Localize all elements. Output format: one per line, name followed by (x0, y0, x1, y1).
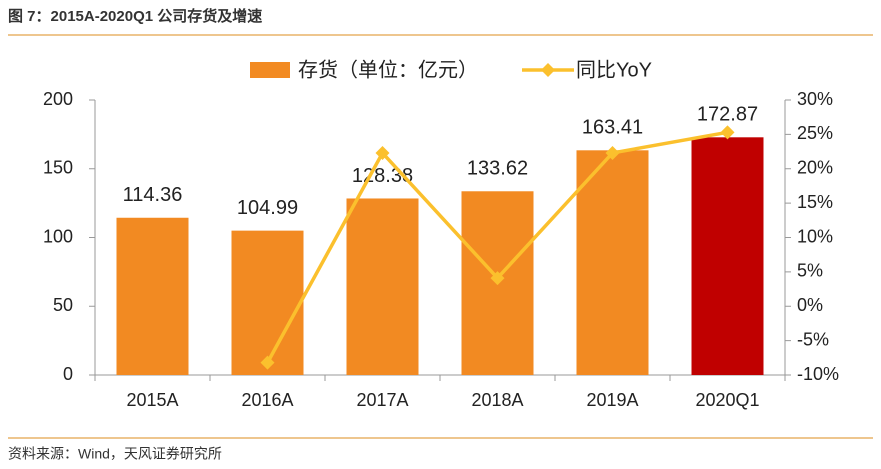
data-label: 172.87 (697, 104, 758, 126)
marker (490, 271, 505, 286)
y-tick-label: 100 (43, 226, 73, 246)
y2-tick-label: -5% (797, 329, 829, 349)
bar (576, 150, 649, 375)
x-tick-label: 2015A (126, 390, 178, 410)
bar (116, 217, 189, 375)
bar (346, 198, 419, 375)
y2-tick-label: -10% (797, 364, 839, 384)
x-tick-label: 2016A (241, 390, 293, 410)
y2-tick-label: 15% (797, 192, 833, 212)
marker (375, 145, 390, 160)
legend-label: 存货（单位：亿元） (298, 58, 478, 81)
y-tick-label: 200 (43, 89, 73, 109)
y2-tick-label: 25% (797, 123, 833, 143)
data-label: 104.99 (237, 197, 298, 219)
y2-tick-label: 0% (797, 295, 823, 315)
legend-swatch (250, 62, 290, 78)
bar (691, 137, 764, 375)
x-tick-label: 2017A (356, 390, 408, 410)
y-tick-label: 0 (63, 364, 73, 384)
data-label: 133.62 (467, 158, 528, 180)
y2-tick-label: 5% (797, 261, 823, 281)
legend-label: 同比YoY (576, 58, 652, 81)
y-tick-label: 50 (53, 295, 73, 315)
data-label: 114.36 (123, 184, 183, 206)
y-tick-label: 150 (43, 158, 73, 178)
chart-title: 图 7：2015A-2020Q1 公司存货及增速 (8, 7, 262, 25)
marker (720, 125, 735, 140)
y2-tick-label: 20% (797, 158, 833, 178)
data-label: 163.41 (582, 117, 643, 139)
legend-swatch (541, 63, 555, 77)
x-tick-label: 2018A (471, 390, 523, 410)
marker (605, 145, 620, 160)
source: 资料来源：Wind，天风证券研究所 (8, 446, 222, 462)
y2-tick-label: 30% (797, 89, 833, 109)
x-tick-label: 2019A (586, 390, 638, 410)
marker (260, 355, 275, 370)
y2-tick-label: 10% (797, 226, 833, 246)
bar (231, 230, 304, 375)
x-tick-label: 2020Q1 (695, 390, 759, 410)
